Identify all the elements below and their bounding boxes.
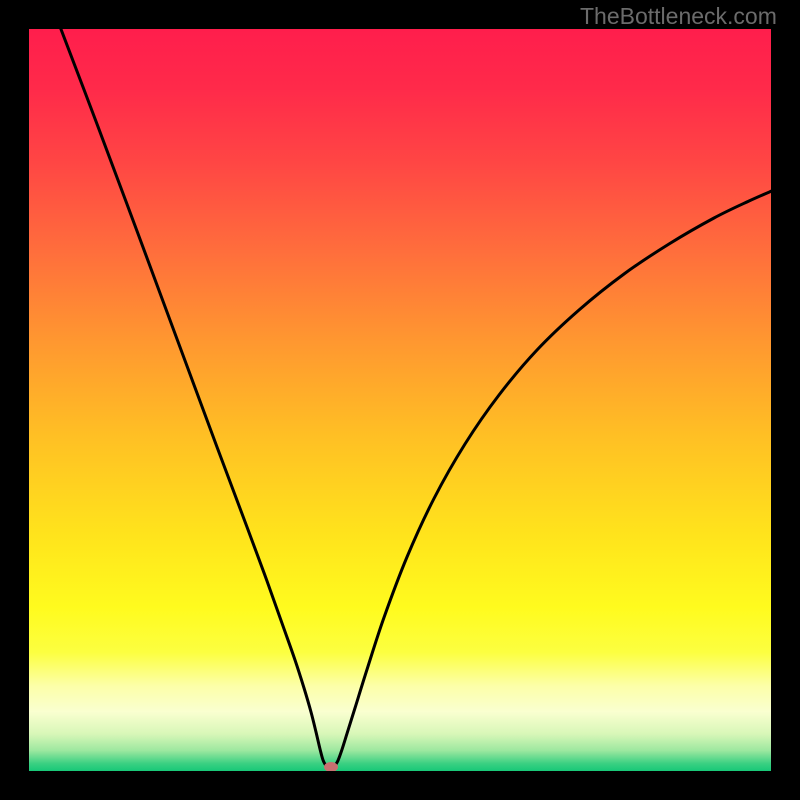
- plot-svg: [29, 29, 771, 771]
- plot-area: [29, 29, 771, 771]
- gradient-background: [29, 29, 771, 771]
- chart-container: TheBottleneck.com: [0, 0, 800, 800]
- watermark-text: TheBottleneck.com: [580, 3, 777, 30]
